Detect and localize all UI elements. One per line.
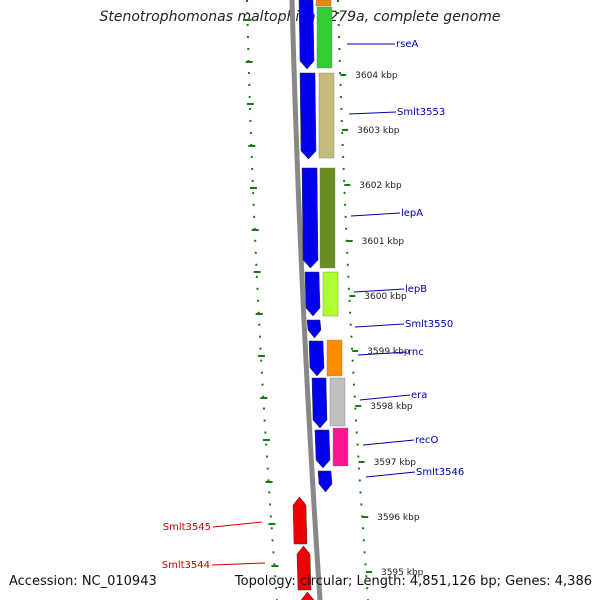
cog-category-block [315,0,332,7]
cog-category-block [319,167,336,269]
scale-tick-label: 3599 kbp [367,347,410,357]
scale-tick-label: 3600 kbp [364,292,407,302]
gene-label-leader [211,562,266,566]
gene-label-reverse: Smlt3544 [162,560,210,571]
gene-label-leader [354,323,405,328]
accession-text: Accession: NC_010943 [9,574,157,589]
scale-tick-label: 3603 kbp [357,126,400,136]
genome-summary-text: Topology: circular; Length: 4,851,126 bp… [234,574,592,589]
cog-category-block [326,339,343,377]
gene-label-reverse: Smlt3545 [163,522,211,533]
inner-scale-arc [246,0,278,600]
forward-gene-arrow [306,319,322,339]
scale-tick-label: 3604 kbp [355,71,398,81]
outer-scale-arc [337,0,369,600]
gene-label-leader [359,394,411,401]
forward-gene-arrow [308,340,325,377]
scale-tick-label: 3595 kbp [381,568,424,578]
gene-label-forward: rnc [408,347,424,358]
gene-label-forward: Smlt3553 [397,107,445,118]
forward-gene-arrow [304,271,321,317]
gene-label-forward: lepB [405,284,427,295]
cog-category-block [329,377,346,427]
reverse-gene-arrow [292,496,308,545]
forward-gene-arrow [301,167,319,269]
cog-category-block [322,271,339,317]
forward-gene-arrow [314,429,331,469]
cog-category-block [318,72,335,159]
gene-label-forward: Smlt3550 [405,319,453,330]
gene-label-leader [348,111,397,115]
forward-gene-arrow [299,72,317,160]
gene-label-leader [365,471,416,478]
scale-tick-label: 3596 kbp [377,513,420,523]
forward-gene-arrow [317,470,333,493]
gene-label-leader [350,212,401,217]
scale-tick-label: 3598 kbp [370,402,413,412]
gene-label-forward: Smlt3546 [416,467,464,478]
reverse-gene-arrow [296,545,312,591]
gene-label-forward: era [411,390,427,401]
gene-label-forward: recO [415,435,439,446]
gene-label-forward: lepA [401,208,423,219]
gene-label-leader [353,288,405,293]
forward-gene-arrow [298,0,315,70]
scale-tick-label: 3601 kbp [362,237,405,247]
genome-backbone [289,0,323,600]
reverse-gene-arrow [300,591,315,600]
cog-category-block [316,6,333,69]
gene-label-forward: rseA [396,39,418,50]
scale-tick-label: 3597 kbp [374,458,417,468]
gene-label-leader [212,521,263,528]
forward-gene-arrow [311,377,328,429]
gene-label-leader [362,439,415,446]
gene-label-leader [357,351,408,356]
cog-category-block [332,427,349,467]
scale-tick-label: 3602 kbp [359,181,402,191]
